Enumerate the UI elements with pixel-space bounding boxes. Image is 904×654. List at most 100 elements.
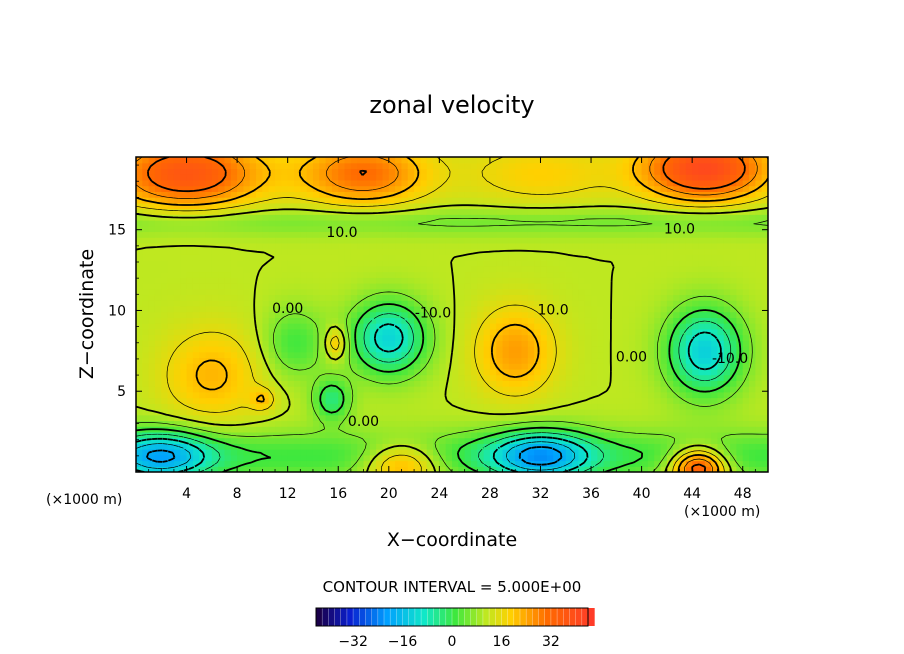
- heatmap-cell: [540, 288, 548, 296]
- heatmap-cell: [591, 254, 598, 261]
- heatmap-cell: [521, 202, 529, 210]
- heatmap-cell: [603, 254, 611, 261]
- heatmap-cell: [275, 374, 282, 381]
- heatmap-cell: [407, 409, 415, 416]
- heatmap-cell: [401, 277, 409, 284]
- heatmap-cell: [470, 460, 478, 467]
- heatmap-cell: [237, 443, 245, 450]
- heatmap-cell: [218, 231, 226, 238]
- heatmap-cell: [249, 334, 257, 341]
- heatmap-cell: [319, 214, 327, 221]
- heatmap-cell: [591, 449, 598, 456]
- heatmap-cell: [186, 357, 194, 364]
- heatmap-cell: [142, 265, 150, 273]
- heatmap-cell: [559, 466, 567, 472]
- heatmap-cell: [546, 397, 554, 404]
- heatmap-cell: [180, 391, 188, 399]
- heatmap-cell: [565, 254, 573, 261]
- heatmap-cell: [369, 220, 377, 227]
- heatmap-cell: [256, 460, 263, 467]
- heatmap-cell: [439, 254, 447, 261]
- heatmap-cell: [628, 334, 636, 341]
- heatmap-cell: [154, 197, 162, 204]
- heatmap-cell: [610, 242, 617, 250]
- heatmap-cell: [439, 414, 447, 422]
- heatmap-cell: [433, 346, 440, 353]
- heatmap-cell: [508, 185, 516, 192]
- heatmap-cell: [666, 300, 674, 307]
- heatmap-cell: [369, 431, 377, 439]
- heatmap-cell: [559, 391, 567, 399]
- heatmap-cell: [603, 351, 611, 359]
- heatmap-cell: [698, 191, 706, 198]
- heatmap-cell: [660, 466, 668, 472]
- heatmap-cell: [312, 265, 320, 273]
- heatmap-cell: [136, 288, 143, 296]
- heatmap-cell: [306, 374, 314, 381]
- heatmap-cell: [496, 185, 504, 192]
- heatmap-cell: [249, 191, 257, 198]
- heatmap-cell: [294, 409, 301, 416]
- heatmap-cell: [553, 174, 561, 181]
- heatmap-cell: [388, 254, 396, 261]
- heatmap-cell: [591, 220, 598, 227]
- heatmap-cell: [458, 340, 466, 347]
- heatmap-cell: [420, 174, 428, 181]
- heatmap-cell: [319, 363, 327, 370]
- heatmap-cell: [565, 414, 573, 422]
- heatmap-cell: [534, 271, 542, 278]
- heatmap-cell: [338, 179, 346, 187]
- heatmap-cell: [666, 437, 674, 444]
- heatmap-cell: [610, 294, 617, 301]
- heatmap-cell: [597, 414, 605, 422]
- heatmap-cell: [698, 334, 706, 341]
- heatmap-cell: [142, 208, 150, 215]
- heatmap-cell: [350, 340, 358, 347]
- heatmap-cell: [331, 460, 339, 467]
- heatmap-cell: [344, 237, 352, 244]
- heatmap-cell: [180, 168, 188, 175]
- heatmap-cell: [401, 380, 409, 387]
- heatmap-cell: [527, 294, 535, 301]
- heatmap-cell: [515, 414, 523, 422]
- heatmap-cell: [344, 231, 352, 238]
- heatmap-cell: [483, 409, 491, 416]
- heatmap-cell: [584, 277, 592, 284]
- heatmap-cell: [420, 368, 428, 376]
- heatmap-cell: [319, 334, 327, 341]
- heatmap-cell: [243, 179, 251, 187]
- heatmap-cell: [546, 437, 554, 444]
- heatmap-cell: [685, 403, 693, 410]
- heatmap-cell: [704, 305, 712, 313]
- heatmap-cell: [262, 374, 270, 381]
- heatmap-cell: [331, 225, 339, 233]
- heatmap-cell: [597, 277, 605, 284]
- heatmap-cell: [136, 443, 143, 450]
- heatmap-cell: [249, 340, 257, 347]
- heatmap-cell: [654, 466, 662, 472]
- heatmap-cell: [477, 288, 485, 296]
- heatmap-cell: [414, 231, 421, 238]
- heatmap-cell: [464, 460, 472, 467]
- heatmap-cell: [199, 323, 207, 330]
- heatmap-cell: [268, 311, 276, 318]
- heatmap-cell: [331, 294, 339, 301]
- heatmap-cell: [565, 305, 573, 313]
- heatmap-cell: [628, 363, 636, 370]
- heatmap-cell: [628, 283, 636, 290]
- heatmap-cell: [464, 426, 472, 433]
- heatmap-cell: [376, 271, 384, 278]
- heatmap-cell: [249, 454, 257, 462]
- heatmap-cell: [230, 449, 238, 456]
- heatmap-cell: [294, 208, 301, 215]
- heatmap-cell: [546, 185, 554, 192]
- heatmap-cell: [616, 403, 624, 410]
- heatmap-cell: [685, 162, 693, 170]
- heatmap-cell: [186, 191, 194, 198]
- heatmap-cell: [483, 265, 491, 273]
- heatmap-cell: [603, 157, 611, 164]
- heatmap-cell: [597, 174, 605, 181]
- heatmap-cell: [572, 248, 579, 255]
- heatmap-cell: [622, 248, 630, 255]
- heatmap-cell: [407, 311, 415, 318]
